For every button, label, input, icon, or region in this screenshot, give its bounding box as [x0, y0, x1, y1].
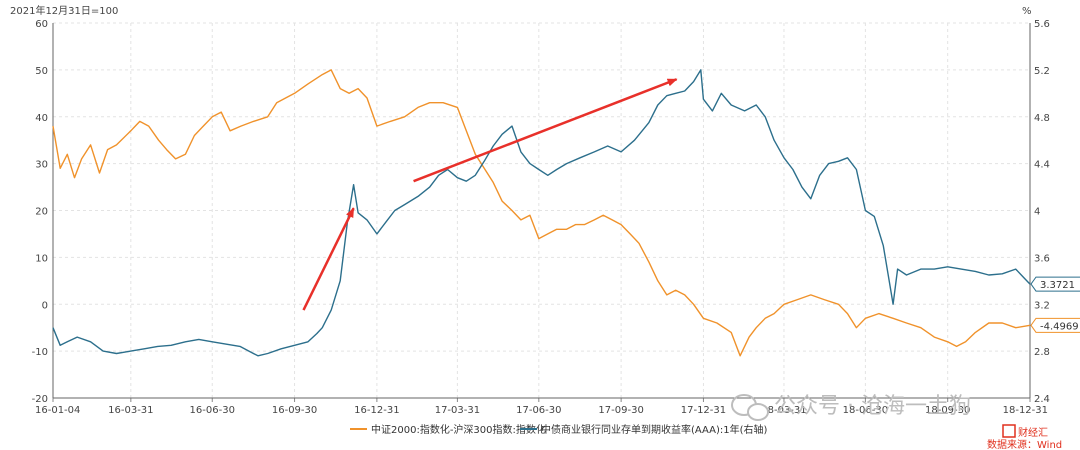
last-value-badges: -4.4969 3.3721 — [1030, 276, 1080, 333]
right-tick-label: 5.6 — [1034, 19, 1050, 30]
left-tick-label: -10 — [32, 347, 48, 358]
brand-text: 财经汇 — [1018, 426, 1048, 439]
left-tick-label: 60 — [35, 19, 48, 30]
left-tick-label: 10 — [35, 253, 48, 264]
right-tick-label: 2.8 — [1034, 347, 1050, 358]
right-tick-label: 4.8 — [1034, 113, 1050, 124]
source-text: 数据来源：Wind — [987, 438, 1062, 450]
x-tick-label: 18-03-31 — [761, 405, 806, 416]
wechat-icon — [731, 394, 769, 421]
last-value-badge-1 — [1030, 317, 1080, 333]
last-value-badge-2 — [1030, 276, 1080, 292]
x-tick-label: 16-09-30 — [272, 405, 317, 416]
watermark-text: 公众号 · 沧海一土狗 — [774, 394, 971, 419]
legend-label-series-2: 中债商业银行同业存单到期收益率(AAA):1年(右轴) — [541, 423, 768, 436]
right-tick-label: 3.2 — [1034, 300, 1050, 311]
left-tick-label: 0 — [42, 300, 48, 311]
trend-arrow-2 — [413, 78, 678, 183]
left-tick-label: 50 — [35, 66, 48, 77]
x-tick-label: 16-06-30 — [190, 405, 235, 416]
last-value-label-2: 3.3721 — [1040, 280, 1075, 291]
series-group — [52, 69, 1031, 357]
annotation-arrows — [302, 78, 678, 311]
right-axis-unit: % — [1022, 6, 1032, 17]
right-tick-label: 5.2 — [1034, 66, 1050, 77]
left-tick-label: 40 — [35, 113, 48, 124]
right-tick-label: 4.4 — [1034, 160, 1050, 171]
x-tick-label: 16-01-04 — [35, 405, 80, 416]
x-tick-label: 18-09-30 — [925, 405, 970, 416]
grid-lines — [52, 22, 1031, 399]
x-tick-label: 17-12-31 — [681, 405, 726, 416]
left-tick-label: 30 — [35, 160, 48, 171]
x-tick-label: 16-03-31 — [108, 405, 153, 416]
series-line-2 — [52, 69, 1031, 357]
watermark: 公众号 · 沧海一土狗 数据来源：Wind 财经汇 — [731, 394, 1062, 450]
x-tick-label: 17-03-31 — [435, 405, 480, 416]
brand-icon — [1002, 424, 1016, 438]
right-tick-label: 4 — [1034, 207, 1040, 218]
left-y-axis: 60 50 40 30 20 10 0 -10 -20 — [32, 19, 54, 405]
trend-arrow-1 — [302, 207, 355, 311]
x-tick-label: 16-12-31 — [354, 405, 399, 416]
left-tick-label: -20 — [32, 394, 48, 405]
last-value-label-1: -4.4969 — [1040, 321, 1079, 332]
legend-label-series-1: 中证2000:指数化-沪深300指数:指数化 — [371, 423, 546, 436]
x-tick-label: 18-06-30 — [843, 405, 888, 416]
right-y-axis: 5.6 5.2 4.8 4.4 4 3.6 3.2 2.8 2.4 — [1029, 19, 1050, 405]
left-tick-label: 20 — [35, 207, 48, 218]
x-axis: 16-01-04 16-03-31 16-06-30 16-09-30 16-12-31… — [35, 397, 1048, 416]
left-axis-note: 2021年12月31日=100 — [10, 4, 118, 17]
right-tick-label: 3.6 — [1034, 253, 1050, 264]
x-tick-label: 17-09-30 — [598, 405, 643, 416]
right-tick-label: 2.4 — [1034, 394, 1050, 405]
x-tick-label: 18-12-31 — [1003, 405, 1048, 416]
x-tick-label: 17-06-30 — [516, 405, 561, 416]
series-line-1 — [52, 69, 1031, 357]
legend: 中证2000:指数化-沪深300指数:指数化 中债商业银行同业存单到期收益率(A… — [350, 423, 768, 436]
